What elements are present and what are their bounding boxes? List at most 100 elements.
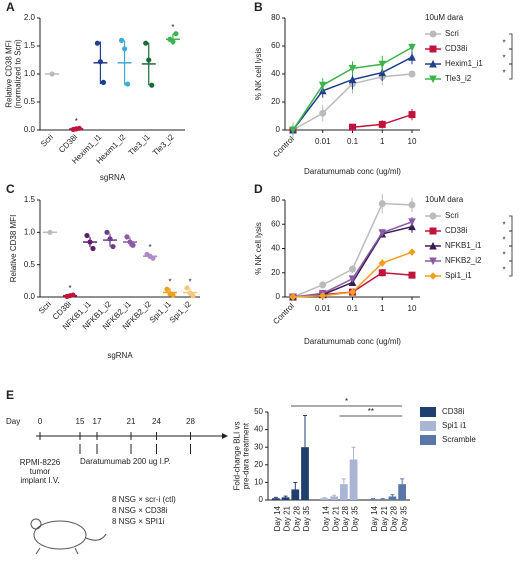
bar xyxy=(271,498,280,500)
marker xyxy=(289,293,297,301)
timeline-arrowhead xyxy=(222,433,228,439)
x-tick-label: Day 21 xyxy=(283,505,292,531)
marker xyxy=(408,111,416,119)
marker xyxy=(378,269,386,277)
marker xyxy=(429,272,437,280)
y-tick-label: 20 xyxy=(271,97,280,106)
marker xyxy=(429,59,437,68)
y-tick-label: 60 xyxy=(271,219,280,228)
mouse-icon xyxy=(30,518,107,555)
bar xyxy=(369,499,377,500)
y-tick-label: 60 xyxy=(271,41,280,50)
panel-letter: C xyxy=(6,182,15,196)
x-tick-label: Day 14 xyxy=(370,505,379,531)
x-tick-label: CD38i xyxy=(57,132,79,154)
significance-bracket xyxy=(509,245,513,262)
timeline-day: 24 xyxy=(152,417,161,426)
y-tick-label: 0 xyxy=(259,495,264,504)
x-tick-label: Tle3_i1 xyxy=(127,132,152,157)
x-tick-label: Day 14 xyxy=(273,505,282,531)
y-tick-label: 20 xyxy=(254,460,263,469)
marker xyxy=(349,123,356,131)
data-point xyxy=(143,40,149,46)
x-axis-label: Daratumumab conc (ug/ml) xyxy=(304,337,401,346)
marker xyxy=(429,45,437,53)
marker xyxy=(378,60,387,69)
data-point xyxy=(124,81,131,87)
data-point xyxy=(100,79,107,85)
x-axis-label: sgRNA xyxy=(100,173,126,182)
significance-bracket xyxy=(509,230,513,247)
x-tick-label: 0.1 xyxy=(347,304,359,313)
series-line xyxy=(292,225,413,298)
x-tick-label: Spi1_i2 xyxy=(168,299,194,325)
y-tick-label: 20 xyxy=(271,268,280,277)
data-point xyxy=(164,286,170,292)
x-tick-label: 1 xyxy=(380,137,385,146)
legend-title: 10uM dara xyxy=(425,195,464,204)
y-tick-label: 30 xyxy=(254,442,263,451)
legend-label: Scramble xyxy=(442,435,476,444)
legend-label: CD38i xyxy=(442,407,464,416)
group-label: 8 NSG × scr-i (ctl) xyxy=(112,495,176,504)
y-tick-label: 40 xyxy=(254,425,263,434)
data-point xyxy=(184,285,190,291)
marker xyxy=(429,75,437,84)
x-tick-label: 1 xyxy=(380,304,385,313)
x-tick-label: Tle3_i2 xyxy=(151,132,176,157)
timeline-day: 21 xyxy=(127,417,136,426)
marker xyxy=(378,200,386,208)
data-point xyxy=(87,239,93,245)
marker xyxy=(429,227,437,235)
marker xyxy=(318,81,327,90)
group-label: 8 NSG × SPI1i xyxy=(112,517,164,526)
data-point xyxy=(104,229,110,235)
significance: * xyxy=(75,117,78,126)
timeline-label: Day xyxy=(6,417,20,426)
significance-bracket xyxy=(509,48,513,65)
data-point xyxy=(49,71,55,77)
marker xyxy=(348,64,357,73)
y-tick-label: 40 xyxy=(271,69,280,78)
y-tick-label: 1.5 xyxy=(24,195,36,204)
data-point xyxy=(173,31,179,37)
data-point xyxy=(146,57,152,63)
y-tick-label: 2.0 xyxy=(24,13,36,22)
x-tick-label: 10 xyxy=(408,304,417,313)
x-tick-label: 0.01 xyxy=(315,137,331,146)
panel-letter: D xyxy=(254,182,263,196)
y-tick-label: 0 xyxy=(276,125,281,134)
data-point xyxy=(170,292,176,298)
x-tick-label: Day 35 xyxy=(302,505,311,531)
bar xyxy=(398,484,407,500)
y-axis-label: Relative CD38 MFI(normalized to Scri) xyxy=(5,39,23,109)
x-tick-label: Day 21 xyxy=(331,505,340,531)
marker xyxy=(348,75,357,84)
marker xyxy=(348,275,357,283)
data-point xyxy=(121,46,128,52)
y-tick-label: 1.0 xyxy=(24,227,36,236)
significance-bracket xyxy=(509,33,513,50)
y-tick-label: 0.5 xyxy=(24,97,36,106)
bar xyxy=(349,459,358,500)
treatment-label: Daratumumab 200 ug I.P. xyxy=(80,457,171,466)
data-point xyxy=(170,38,176,45)
y-axis-label: % NK cell lysis xyxy=(254,222,263,274)
y-tick-label: 0.0 xyxy=(24,125,36,134)
marker xyxy=(429,257,437,266)
y-tick-label: 0.0 xyxy=(24,292,36,301)
marker xyxy=(289,126,297,135)
marker xyxy=(378,229,387,237)
timeline-day: 0 xyxy=(38,417,43,426)
timeline-day: 17 xyxy=(93,417,102,426)
marker xyxy=(408,43,416,52)
bar xyxy=(291,489,300,500)
bar xyxy=(281,497,290,500)
y-axis-label: Fold-change BLI vspre-dara treatment xyxy=(233,422,251,491)
significance: * xyxy=(502,54,505,63)
legend-swatch xyxy=(420,435,436,445)
significance-bracket xyxy=(509,215,513,232)
legend-title: 10uM dara xyxy=(425,13,464,22)
bar xyxy=(378,499,387,500)
marker xyxy=(348,288,357,296)
